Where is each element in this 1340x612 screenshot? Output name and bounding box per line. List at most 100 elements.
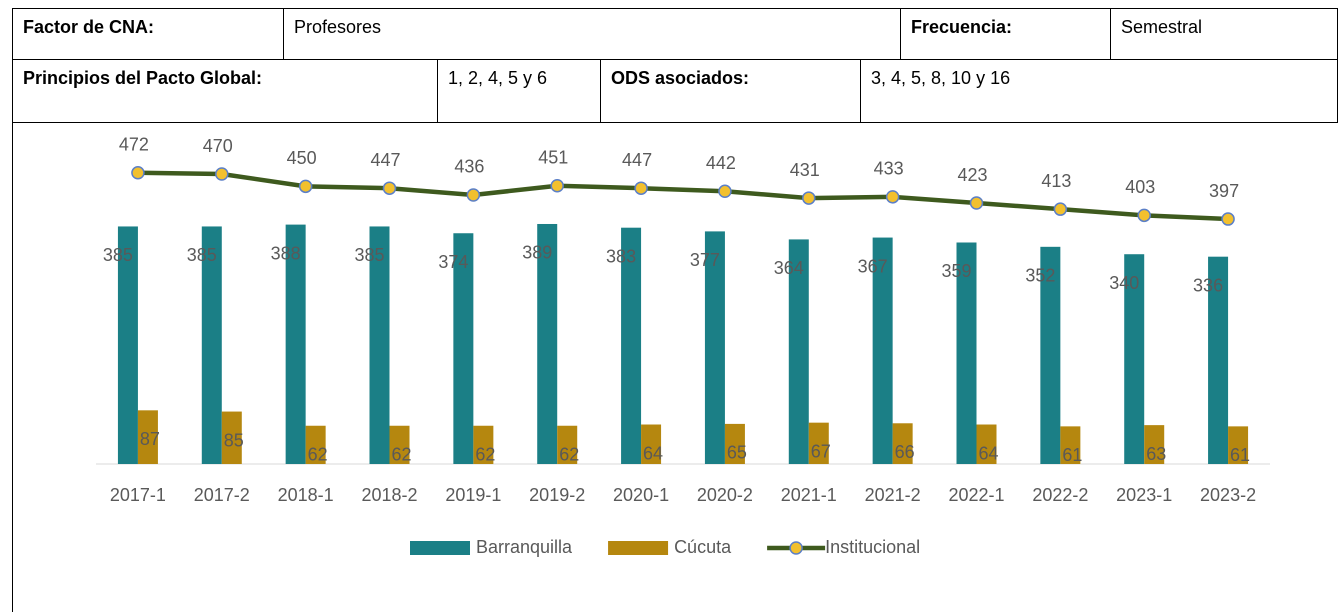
x-tick-label: 2017-1 <box>110 485 166 505</box>
line-value-label: 423 <box>957 165 987 185</box>
line-value-label: 403 <box>1125 177 1155 197</box>
bar-value-label: 87 <box>140 429 160 449</box>
bar <box>221 411 242 464</box>
bar <box>473 425 494 464</box>
marker <box>466 188 481 202</box>
marker <box>1053 202 1068 216</box>
line-value-label: 451 <box>538 147 568 167</box>
bar <box>1040 246 1061 464</box>
line-value-label: 470 <box>203 136 233 156</box>
marker <box>634 181 648 195</box>
x-tick-label: 2022-2 <box>1032 485 1088 505</box>
bar-value-label: 85 <box>224 430 244 450</box>
bar-value-label: 64 <box>643 443 663 463</box>
x-tick-label: 2019-2 <box>529 485 585 505</box>
bar-value-label: 62 <box>308 444 328 464</box>
legend-marker <box>789 541 803 555</box>
bar-value-label: 374 <box>438 252 468 272</box>
bar-value-label: 385 <box>103 245 133 265</box>
bar <box>956 242 977 464</box>
legend-label: Barranquilla <box>476 537 573 557</box>
bar-value-label: 377 <box>690 250 720 270</box>
x-tick-label: 2019-1 <box>445 485 501 505</box>
bar-value-label: 61 <box>1062 445 1082 465</box>
marker <box>802 191 816 205</box>
bar-value-label: 61 <box>1230 445 1250 465</box>
bar-value-label: 62 <box>475 444 495 464</box>
marker <box>969 196 984 210</box>
marker <box>885 190 900 204</box>
cell: 3, 4, 5, 8, 10 y 16 <box>860 59 1338 123</box>
bar-value-label: 63 <box>1146 444 1166 464</box>
x-tick-label: 2021-2 <box>865 485 921 505</box>
bar <box>1228 426 1249 464</box>
x-tick-label: 2020-2 <box>697 485 753 505</box>
bar-value-label: 62 <box>559 444 579 464</box>
bar <box>117 226 138 464</box>
bar-value-label: 65 <box>727 443 747 463</box>
bar <box>1124 254 1145 464</box>
bar-value-label: 385 <box>354 245 384 265</box>
bar <box>537 223 558 464</box>
line-value-label: 447 <box>622 150 652 170</box>
bar <box>976 424 997 464</box>
border <box>12 122 13 612</box>
line-value-label: 436 <box>454 157 484 177</box>
x-tick-label: 2018-2 <box>361 485 417 505</box>
line-value-label: 472 <box>119 135 149 155</box>
marker <box>298 179 313 194</box>
marker <box>215 167 229 181</box>
bar-value-label: 389 <box>522 243 552 263</box>
bar-value-label: 364 <box>774 258 804 278</box>
bar <box>285 224 306 464</box>
x-tick-label: 2017-2 <box>194 485 250 505</box>
x-tick-label: 2023-2 <box>1200 485 1256 505</box>
bar <box>872 237 893 464</box>
bar-value-label: 367 <box>858 256 888 276</box>
legend-label: Institucional <box>825 537 920 557</box>
bar <box>137 410 158 464</box>
legend-label: Cúcuta <box>674 537 732 557</box>
bar <box>201 226 222 464</box>
bar <box>808 422 829 464</box>
marker <box>1137 208 1151 223</box>
bar <box>1208 256 1229 464</box>
bar <box>305 425 326 464</box>
bar <box>389 425 410 464</box>
bar-value-label: 62 <box>391 444 411 464</box>
line-value-label: 442 <box>706 153 736 173</box>
line-value-label: 431 <box>790 160 820 180</box>
bar-value-label: 383 <box>606 246 636 266</box>
line <box>137 170 1229 222</box>
line-value-label: 450 <box>287 148 317 168</box>
marker <box>550 178 564 193</box>
bar-value-label: 66 <box>895 442 915 462</box>
line-value-label: 397 <box>1209 181 1239 201</box>
legend-swatch <box>410 541 470 555</box>
x-tick-label: 2018-1 <box>278 485 334 505</box>
bar-value-label: 67 <box>811 441 831 461</box>
bar-value-label: 340 <box>1109 273 1139 293</box>
bar <box>369 226 390 464</box>
marker <box>131 166 145 180</box>
bar-value-label: 385 <box>187 245 217 265</box>
bar <box>453 233 474 464</box>
bar <box>704 231 725 464</box>
x-tick-label: 2023-1 <box>1116 485 1172 505</box>
marker <box>718 184 732 199</box>
x-tick-label: 2020-1 <box>613 485 669 505</box>
legend-swatch <box>608 541 669 555</box>
x-tick-label: 2022-1 <box>948 485 1004 505</box>
bar <box>892 423 913 464</box>
bar <box>724 423 745 464</box>
bar-value-label: 388 <box>271 243 301 263</box>
x-tick-label: 2021-1 <box>781 485 837 505</box>
bar <box>788 239 809 464</box>
bar-value-label: 352 <box>1025 266 1055 286</box>
bar <box>557 425 578 464</box>
bar <box>1060 426 1081 464</box>
bar-value-label: 64 <box>978 443 998 463</box>
bar <box>641 424 662 464</box>
